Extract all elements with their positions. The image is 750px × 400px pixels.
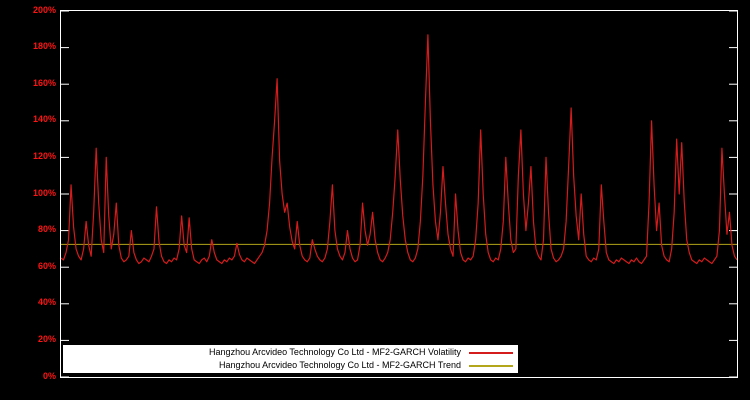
volatility-line [61, 34, 737, 265]
legend: Hangzhou Arcvideo Technology Co Ltd - MF… [63, 345, 518, 373]
y-tick-label: 160% [32, 77, 56, 88]
y-tick-label: 100% [32, 187, 56, 198]
y-tick-label: 140% [32, 114, 56, 125]
y-tick-label: 200% [32, 4, 56, 15]
y-tick-label: 40% [37, 297, 56, 308]
plot-area [60, 10, 738, 378]
y-tick-label: 80% [37, 224, 56, 235]
plot-svg [61, 11, 737, 377]
y-tick-label: 180% [32, 41, 56, 52]
legend-item-volatility: Hangzhou Arcvideo Technology Co Ltd - MF… [63, 346, 518, 359]
y-tick-label: 0% [42, 370, 56, 381]
legend-line-sample-trend [469, 364, 513, 367]
legend-line-sample-volatility [469, 351, 513, 354]
legend-label-trend: Hangzhou Arcvideo Technology Co Ltd - MF… [219, 360, 461, 370]
y-tick-label: 20% [37, 333, 56, 344]
axis-tick-marks [61, 11, 737, 377]
y-tick-label: 120% [32, 150, 56, 161]
legend-item-trend: Hangzhou Arcvideo Technology Co Ltd - MF… [63, 359, 518, 372]
y-tick-label: 60% [37, 260, 56, 271]
legend-label-volatility: Hangzhou Arcvideo Technology Co Ltd - MF… [209, 347, 461, 357]
